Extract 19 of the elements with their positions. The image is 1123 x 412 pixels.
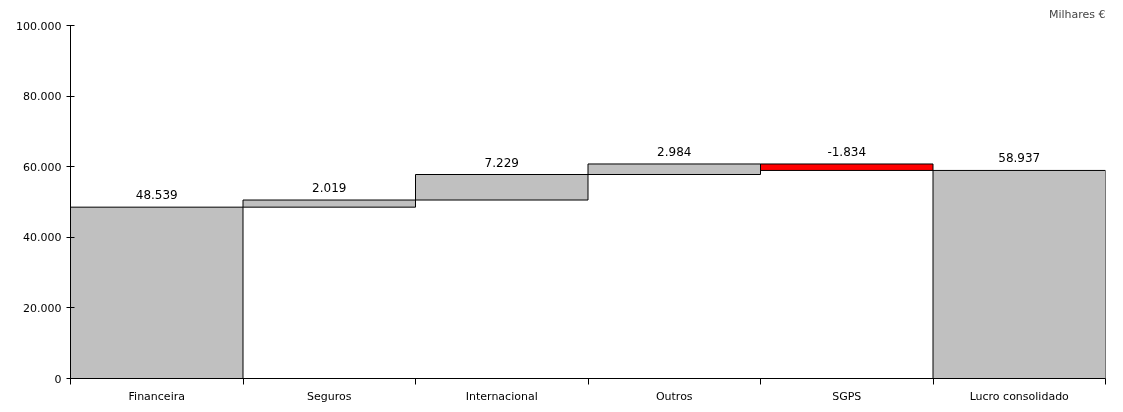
data-label: 48.539 bbox=[135, 188, 178, 203]
x-tick-label: SGPS bbox=[832, 389, 862, 403]
x-tick-label: Lucro consolidado bbox=[969, 389, 1070, 403]
y-tick-label: 40.000 bbox=[23, 231, 62, 245]
x-tick-label: Outros bbox=[655, 389, 693, 403]
data-label: 2.984 bbox=[657, 144, 692, 159]
data-label: -1.834 bbox=[827, 144, 867, 159]
y-tick-label: 80.000 bbox=[23, 90, 62, 104]
y-tick-label: 20.000 bbox=[23, 301, 62, 315]
x-tick-label: Internacional bbox=[465, 389, 538, 403]
text: Milhares € bbox=[1048, 7, 1106, 21]
y-tick-label: 60.000 bbox=[23, 160, 62, 174]
y-tick-label: 0 bbox=[54, 372, 62, 386]
y-tick-label: 100.000 bbox=[16, 19, 62, 33]
data-label: 7.229 bbox=[484, 155, 519, 170]
data-label: 2.019 bbox=[312, 181, 347, 196]
x-tick-label: Seguros bbox=[307, 389, 352, 403]
x-tick-label: Financeira bbox=[128, 389, 185, 403]
data-label: 58.937 bbox=[998, 151, 1041, 166]
